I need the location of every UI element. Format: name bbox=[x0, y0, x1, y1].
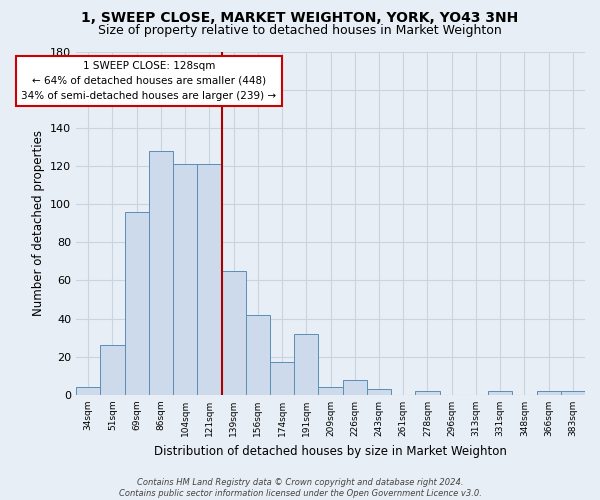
Bar bbox=[294, 334, 319, 395]
Bar bbox=[197, 164, 221, 395]
Bar bbox=[246, 315, 270, 395]
Text: Contains HM Land Registry data © Crown copyright and database right 2024.
Contai: Contains HM Land Registry data © Crown c… bbox=[119, 478, 481, 498]
Bar bbox=[343, 380, 367, 395]
Bar bbox=[100, 346, 125, 395]
Text: Size of property relative to detached houses in Market Weighton: Size of property relative to detached ho… bbox=[98, 24, 502, 37]
Bar bbox=[561, 391, 585, 395]
Bar bbox=[367, 389, 391, 395]
Bar bbox=[149, 150, 173, 395]
X-axis label: Distribution of detached houses by size in Market Weighton: Distribution of detached houses by size … bbox=[154, 444, 507, 458]
Text: 1, SWEEP CLOSE, MARKET WEIGHTON, YORK, YO43 3NH: 1, SWEEP CLOSE, MARKET WEIGHTON, YORK, Y… bbox=[82, 11, 518, 25]
Bar bbox=[319, 388, 343, 395]
Bar bbox=[270, 362, 294, 395]
Text: 1 SWEEP CLOSE: 128sqm
← 64% of detached houses are smaller (448)
34% of semi-det: 1 SWEEP CLOSE: 128sqm ← 64% of detached … bbox=[21, 61, 277, 100]
Bar bbox=[76, 388, 100, 395]
Bar bbox=[125, 212, 149, 395]
Bar bbox=[415, 391, 440, 395]
Bar bbox=[221, 271, 246, 395]
Y-axis label: Number of detached properties: Number of detached properties bbox=[32, 130, 44, 316]
Bar bbox=[173, 164, 197, 395]
Bar bbox=[536, 391, 561, 395]
Bar bbox=[488, 391, 512, 395]
